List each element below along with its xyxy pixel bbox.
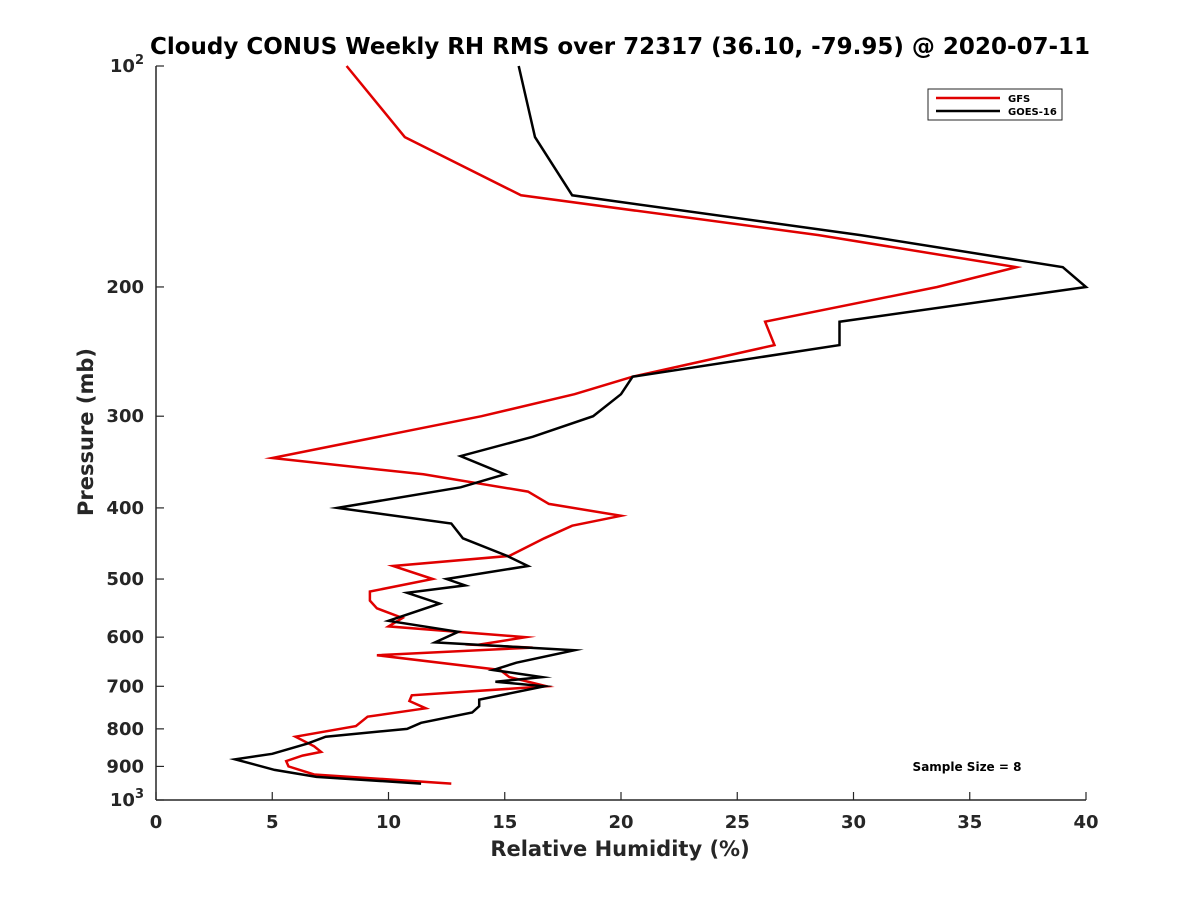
legend-label: GOES-16	[1008, 107, 1057, 118]
x-tick-label: 5	[266, 812, 279, 833]
x-tick-label: 20	[608, 812, 633, 833]
x-tick-label: 40	[1073, 812, 1098, 833]
y-tick-label: 700	[106, 676, 144, 697]
x-tick-label: 25	[725, 812, 750, 833]
legend: GFS GOES-16	[927, 88, 1063, 121]
x-tick-label: 0	[150, 812, 163, 833]
x-tick-label: 10	[376, 812, 401, 833]
x-tick-label: 35	[957, 812, 982, 833]
series-layer	[228, 65, 1089, 785]
y-tick-label: 800	[106, 719, 144, 740]
y-tick-label: 600	[106, 627, 144, 648]
axes-layer: 0 5 10 15 20 25 30 35 40 102 200 300 400 500 600 700 800…	[106, 53, 1098, 833]
y-axis-label: Pressure (mb)	[74, 348, 98, 516]
legend-box	[927, 88, 1063, 121]
y-tick-label: 400	[106, 498, 144, 519]
series-line-gfs	[264, 65, 1023, 785]
y-tick-label: 102	[110, 53, 144, 77]
sample-size-annotation: Sample Size = 8	[913, 760, 1022, 774]
y-tick-label: 300	[106, 406, 144, 427]
y-tick-label: 500	[106, 569, 144, 590]
x-tick-label: 30	[841, 812, 866, 833]
chart-title: Cloudy CONUS Weekly RH RMS over 72317 (3…	[150, 34, 1090, 60]
y-tick-label: 103	[110, 787, 144, 811]
legend-label: GFS	[1008, 94, 1030, 105]
y-tick-label: 900	[106, 756, 144, 777]
y-tick-label: 200	[106, 277, 144, 298]
x-tick-label: 15	[492, 812, 517, 833]
series-line-goes-16	[228, 65, 1089, 785]
x-axis-label: Relative Humidity (%)	[490, 837, 749, 861]
